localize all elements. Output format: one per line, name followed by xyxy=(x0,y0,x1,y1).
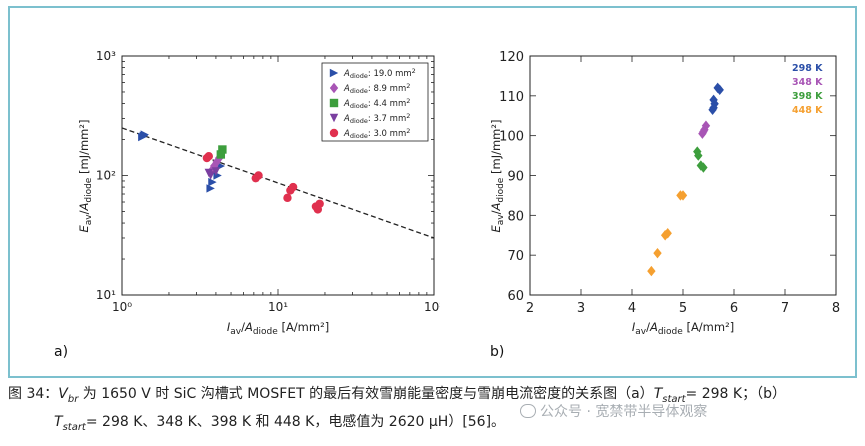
legend-label: Adiode: 8.9 mm2 xyxy=(343,82,410,95)
x-tick-label: 8 xyxy=(832,301,840,316)
data-point-4 xyxy=(254,171,263,180)
y-axis-label: Eav/Adiode [mJ/mm²] xyxy=(77,120,94,233)
data-point-2 xyxy=(216,150,226,159)
caption-line1b: = 298 K；（b） xyxy=(685,386,786,402)
legend-label: 398 K xyxy=(792,91,823,102)
panel-a-chart: 10⁰10¹10²10¹10²10³Adiode: 19.0 mm2Adiode… xyxy=(77,49,440,337)
caption-prefix: 图 34： xyxy=(8,386,59,402)
data-point-4 xyxy=(204,152,213,161)
data-point-3 xyxy=(211,167,221,176)
y-tick-label: 10³ xyxy=(96,49,116,63)
caption-t2-symbol: T xyxy=(54,413,63,430)
data-point-4 xyxy=(283,193,292,203)
caption-line1a: 为 1650 V 时 SiC 沟槽式 MOSFET 的最后有效雪崩能量密度与雪崩… xyxy=(78,386,654,402)
x-tick-label: 6 xyxy=(730,301,738,316)
y-tick-label: 110 xyxy=(499,90,524,105)
caption-t-symbol: T xyxy=(653,386,663,402)
wechat-icon xyxy=(520,404,536,418)
legend-label: Adiode: 3.7 mm2 xyxy=(343,112,410,125)
y-tick-label: 80 xyxy=(507,209,524,224)
x-tick-label: 3 xyxy=(577,301,585,316)
legend-label: 348 K xyxy=(792,77,823,88)
data-point-3 xyxy=(206,171,215,180)
watermark: 公众号 · 宽禁带半导体观察 xyxy=(520,401,707,421)
data-point-3 xyxy=(678,190,688,201)
caption-v-sub: br xyxy=(67,393,79,405)
x-tick-label: 10¹ xyxy=(268,300,288,314)
y-tick-label: 60 xyxy=(507,289,524,304)
panel-b-label: b) xyxy=(490,344,505,360)
data-point-0 xyxy=(709,102,718,113)
figure-caption: 图 34：Vbr 为 1650 V 时 SiC 沟槽式 MOSFET 的最后有效… xyxy=(8,383,858,439)
figure-frame: 10⁰10¹10²10¹10²10³Adiode: 19.0 mm2Adiode… xyxy=(8,6,857,378)
watermark-text: 公众号 · 宽禁带半导体观察 xyxy=(540,404,708,420)
y-axis-label: Eav/Adiode [mJ/mm²] xyxy=(489,120,506,233)
data-point-2 xyxy=(218,145,227,154)
x-tick-label: 7 xyxy=(781,301,789,316)
panel-a-label: a) xyxy=(54,344,69,360)
legend-label: Adiode: 19.0 mm2 xyxy=(343,67,416,80)
caption-line2: = 298 K、348 K、398 K 和 448 K，电感值为 2620 μH… xyxy=(85,413,506,430)
data-point-0 xyxy=(206,184,215,193)
legend-marker xyxy=(329,128,339,138)
legend-marker xyxy=(329,82,339,94)
data-point-3 xyxy=(653,247,662,259)
x-axis-label: Iav/Adiode [A/mm²] xyxy=(227,320,329,337)
caption-t-sub: start xyxy=(662,393,686,405)
x-tick-label: 2 xyxy=(526,301,534,316)
legend-label: Adiode: 4.4 mm2 xyxy=(343,97,410,110)
caption-v-symbol: V xyxy=(58,386,68,402)
legend-marker xyxy=(329,98,339,108)
x-tick-label: 10⁰ xyxy=(112,300,132,314)
panel-b-chart: 2 3 4 5 6 7 8 60 70 80 90 100 110 120 298 K 348 K 398 K 4… xyxy=(489,50,840,337)
data-point-0 xyxy=(709,94,718,106)
y-tick-label: 10¹ xyxy=(96,288,116,302)
x-tick-label: 5 xyxy=(679,301,687,316)
y-tick-label: 10² xyxy=(96,169,116,183)
fit-line xyxy=(121,127,435,239)
legend-marker xyxy=(329,113,339,123)
data-point-3 xyxy=(647,265,656,277)
x-tick-label: 4 xyxy=(628,301,636,316)
data-point-0 xyxy=(139,131,149,140)
legend-marker xyxy=(329,68,339,78)
legend-label: Adiode: 3.0 mm2 xyxy=(343,127,410,140)
legend-label: 448 K xyxy=(792,105,823,116)
caption-t2-sub: start xyxy=(62,421,86,433)
panel-a-legend xyxy=(321,62,429,142)
data-point-0 xyxy=(208,177,217,187)
y-tick-label: 70 xyxy=(507,249,524,264)
x-axis-label: Iav/Adiode [A/mm²] xyxy=(632,320,734,337)
y-tick-label: 120 xyxy=(499,50,524,65)
legend-label: 298 K xyxy=(792,63,823,74)
data-point-2 xyxy=(699,162,708,173)
y-tick-label: 100 xyxy=(499,130,524,145)
data-point-4 xyxy=(315,199,324,208)
data-point-4 xyxy=(288,182,298,192)
x-tick-label: 10² xyxy=(424,300,440,314)
panel-b-plot-area xyxy=(529,55,837,296)
y-tick-label: 90 xyxy=(507,170,524,185)
